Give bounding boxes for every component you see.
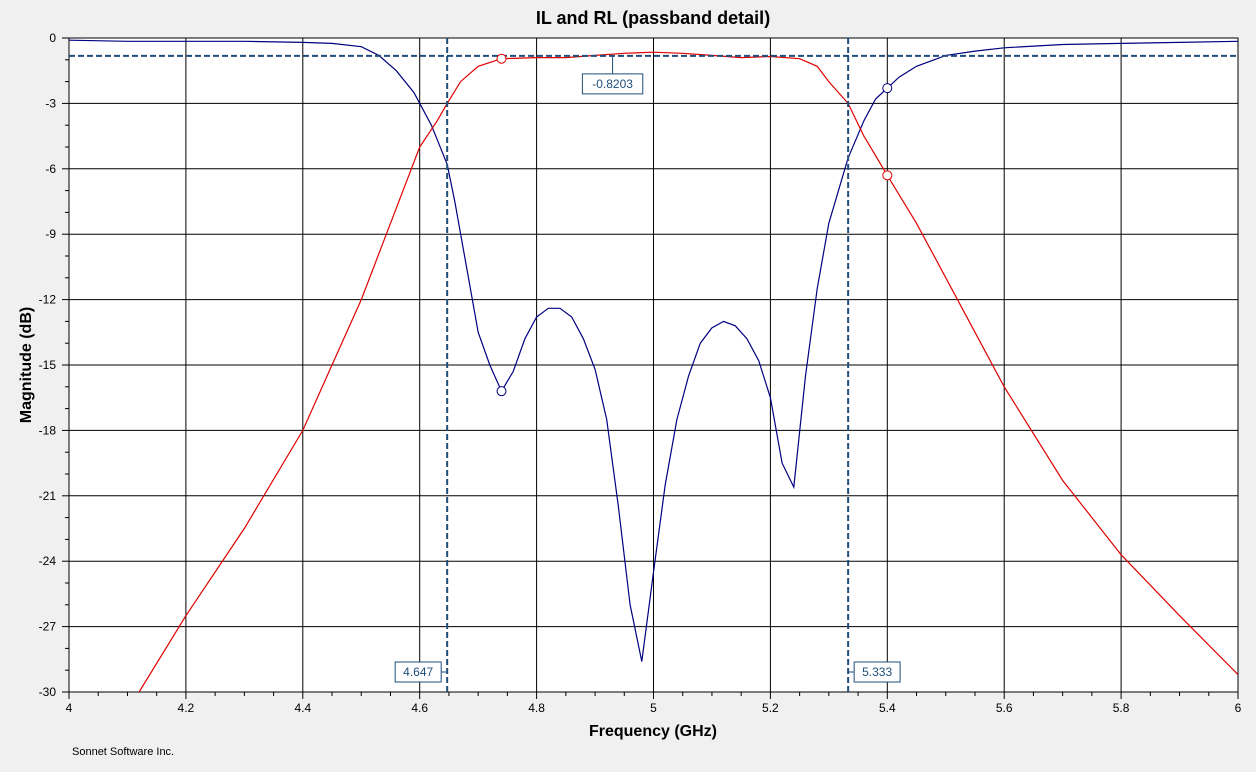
x-tick-label: 5 xyxy=(650,701,657,715)
y-tick-label: -24 xyxy=(39,554,57,568)
data-point-marker xyxy=(496,53,507,64)
marker-label: 4.647 xyxy=(403,665,433,679)
x-axis-label: Frequency (GHz) xyxy=(589,723,717,740)
chart-title: IL and RL (passband detail) xyxy=(536,8,770,28)
series-line-1 xyxy=(69,39,1238,662)
x-tick-label: 4.4 xyxy=(294,701,311,715)
y-tick-label: -12 xyxy=(39,293,57,307)
data-point-marker xyxy=(882,83,893,94)
x-tick-label: 4.2 xyxy=(178,701,195,715)
x-tick-label: 5.4 xyxy=(879,701,896,715)
x-tick-label: 6 xyxy=(1235,701,1242,715)
series-line-2 xyxy=(138,51,1238,692)
x-tick-label: 5.8 xyxy=(1113,701,1130,715)
y-tick-label: 0 xyxy=(49,31,56,45)
y-tick-label: -15 xyxy=(39,358,57,372)
y-tick-label: -27 xyxy=(39,620,57,634)
marker-label-box xyxy=(581,73,644,95)
x-tick-label: 5.6 xyxy=(996,701,1013,715)
y-tick-label: -30 xyxy=(39,685,57,699)
x-tick-label: 5.2 xyxy=(762,701,779,715)
footer-credit: Sonnet Software Inc. xyxy=(72,746,174,758)
marker-label-box xyxy=(853,661,901,683)
y-axis-label: Magnitude (dB) xyxy=(18,307,35,423)
marker-label: 5.333 xyxy=(862,665,892,679)
x-tick-label: 4.6 xyxy=(411,701,428,715)
x-tick-label: 4 xyxy=(66,701,73,715)
y-tick-label: -6 xyxy=(45,162,56,176)
y-tick-label: -3 xyxy=(45,96,56,110)
y-tick-label: -18 xyxy=(39,423,57,437)
data-point-marker xyxy=(496,386,507,397)
data-point-marker xyxy=(882,170,893,181)
x-tick-label: 4.8 xyxy=(528,701,545,715)
marker-label: -0.8203 xyxy=(592,77,633,91)
y-tick-label: -21 xyxy=(39,489,57,503)
marker-label-box xyxy=(394,661,442,683)
y-tick-label: -9 xyxy=(45,227,56,241)
